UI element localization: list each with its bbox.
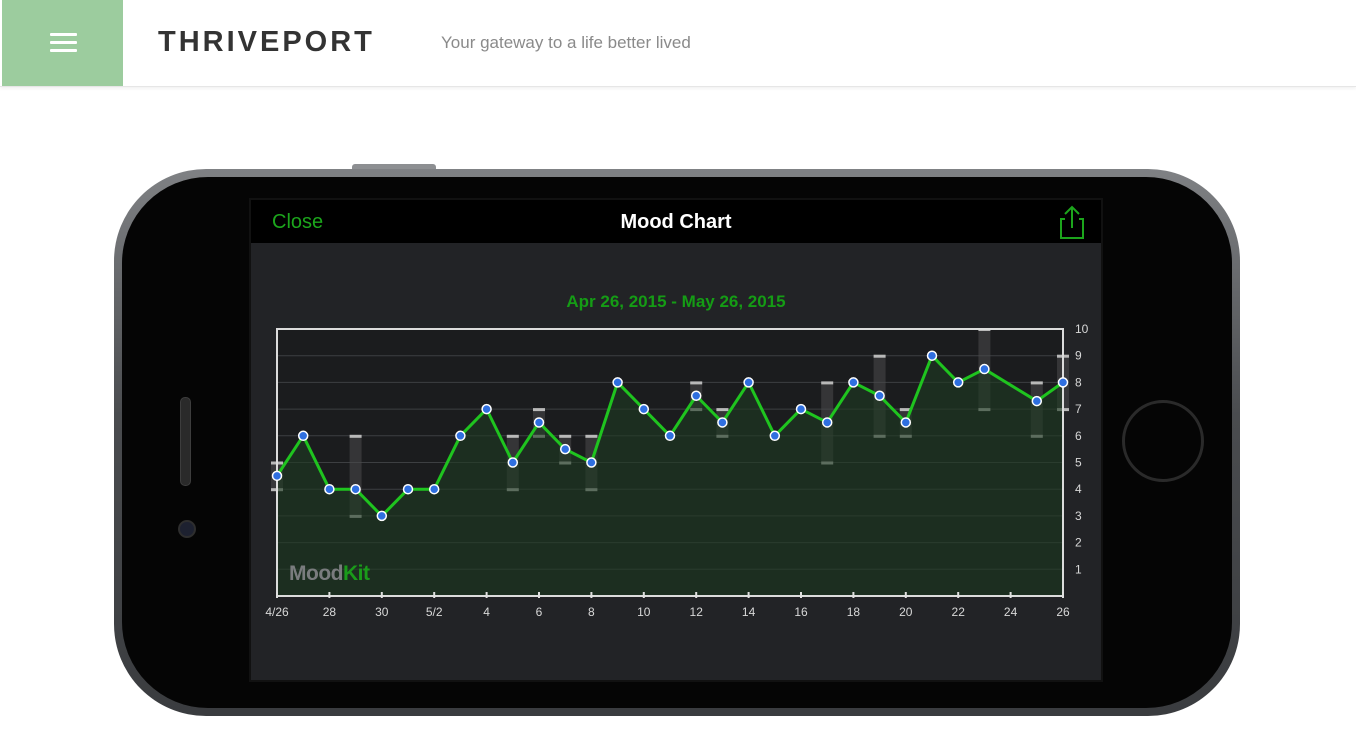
y-tick-label: 8 xyxy=(1075,375,1082,389)
range-max-marker xyxy=(349,434,362,438)
data-point xyxy=(297,430,309,442)
chart-date-range: Apr 26, 2015 - May 26, 2015 xyxy=(566,292,786,311)
phone-power-button xyxy=(352,164,436,171)
y-tick-label: 9 xyxy=(1075,349,1082,363)
range-max-marker xyxy=(1030,381,1043,385)
x-tick-label: 16 xyxy=(794,605,808,619)
range-max-marker xyxy=(506,434,519,438)
x-tick-label: 30 xyxy=(375,605,389,619)
moodkit-watermark: MoodKit xyxy=(289,562,370,585)
share-button[interactable] xyxy=(1056,204,1086,240)
y-tick-label: 4 xyxy=(1075,482,1082,496)
data-point xyxy=(690,390,702,401)
data-point xyxy=(900,417,912,428)
y-tick-label: 5 xyxy=(1075,456,1082,470)
data-point xyxy=(402,483,414,495)
y-tick-label: 2 xyxy=(1075,536,1082,550)
data-point xyxy=(795,403,807,415)
y-tick-label: 10 xyxy=(1075,322,1089,336)
y-tick-label: 3 xyxy=(1075,509,1082,523)
share-icon xyxy=(1060,205,1084,239)
app-nav-bar: Close Mood Chart xyxy=(251,200,1101,243)
x-tick-label: 26 xyxy=(1056,605,1070,619)
x-tick-label: 18 xyxy=(847,605,861,619)
data-point xyxy=(559,443,571,455)
x-tick-label: 14 xyxy=(742,605,756,619)
data-point xyxy=(848,377,859,388)
data-point xyxy=(638,403,650,415)
data-point xyxy=(324,483,335,495)
data-point xyxy=(821,417,833,428)
range-max-marker xyxy=(873,354,886,358)
x-tick-label: 8 xyxy=(588,605,595,619)
data-point xyxy=(612,377,623,388)
range-max-marker xyxy=(690,381,703,385)
data-point xyxy=(769,430,781,442)
range-max-marker xyxy=(821,381,834,385)
y-tick-label: 6 xyxy=(1075,429,1082,443)
phone-home-button xyxy=(1122,400,1204,482)
series-area xyxy=(277,355,1063,596)
data-point xyxy=(533,417,545,428)
data-point xyxy=(979,363,990,375)
data-point xyxy=(376,510,388,522)
screen-title: Mood Chart xyxy=(620,211,732,233)
x-tick-label: 24 xyxy=(1004,605,1018,619)
x-tick-label: 4/26 xyxy=(265,605,289,619)
data-point xyxy=(481,403,492,415)
range-max-marker xyxy=(559,434,572,438)
plot-border xyxy=(276,328,1064,597)
x-tick-label: 4 xyxy=(483,605,490,619)
y-tick-label: 1 xyxy=(1075,562,1082,576)
data-point xyxy=(271,470,283,482)
x-tick-label: 22 xyxy=(952,605,966,619)
data-point xyxy=(743,377,754,388)
y-tick-label: 7 xyxy=(1075,402,1082,416)
x-tick-label: 6 xyxy=(536,605,543,619)
x-tick-label: 20 xyxy=(899,605,913,619)
x-tick-label: 10 xyxy=(637,605,651,619)
data-point xyxy=(350,483,361,495)
x-tick-label: 28 xyxy=(323,605,337,619)
phone-camera xyxy=(178,520,196,538)
series-line xyxy=(275,354,1064,518)
x-tick-label: 5/2 xyxy=(426,605,443,619)
data-point xyxy=(1057,377,1069,388)
data-point xyxy=(455,430,466,442)
top-bar: THRIVEPORT Your gateway to a life better… xyxy=(0,0,1356,87)
app-screen: Close Mood Chart Apr 26, 2015 - May 26, … xyxy=(249,198,1103,682)
x-tick-label: 12 xyxy=(690,605,704,619)
site-tagline: Your gateway to a life better lived xyxy=(441,33,691,52)
data-point xyxy=(874,390,885,401)
data-point xyxy=(586,457,597,468)
data-point xyxy=(507,457,519,468)
data-point xyxy=(717,417,728,428)
menu-button[interactable] xyxy=(2,0,123,86)
range-max-marker xyxy=(585,434,598,438)
data-point xyxy=(1031,395,1043,407)
data-point xyxy=(926,350,938,361)
close-button[interactable]: Close xyxy=(272,211,324,233)
site-logo[interactable]: THRIVEPORT xyxy=(158,26,375,58)
data-point xyxy=(952,377,964,388)
range-max-marker xyxy=(899,408,912,412)
range-max-marker xyxy=(716,408,729,412)
data-point xyxy=(664,430,676,442)
data-point xyxy=(428,483,440,495)
phone-speaker xyxy=(180,397,191,486)
range-max-marker xyxy=(533,408,545,412)
